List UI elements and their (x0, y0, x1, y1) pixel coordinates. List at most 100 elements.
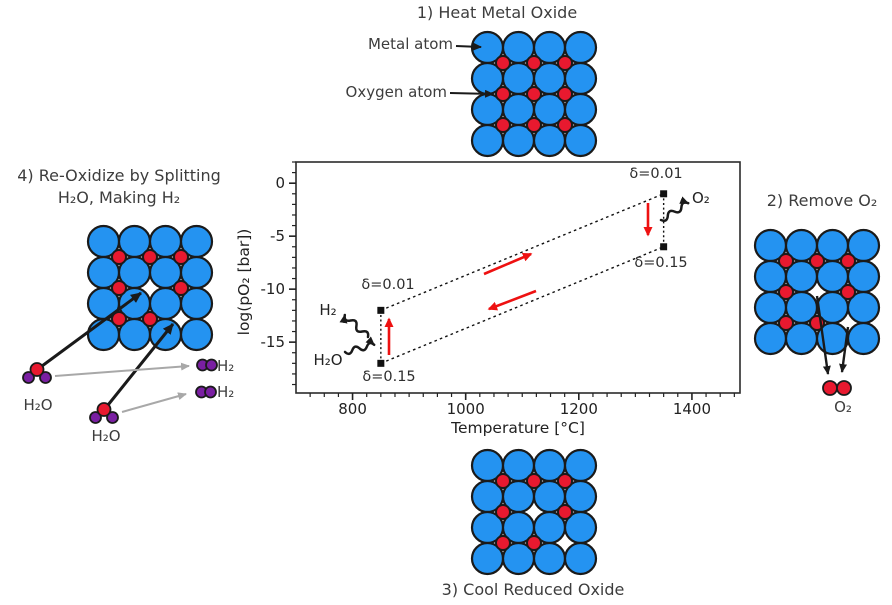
y-tick-label: -15 (261, 333, 286, 351)
cycle-edge (380, 193, 664, 311)
x-axis-label: Temperature [°C] (451, 419, 585, 437)
h2-molecule-1 (196, 358, 218, 372)
hydrogen-atom (22, 371, 35, 384)
hydrogen-atom (106, 411, 119, 424)
chart-o2-annotation: O₂ (692, 189, 710, 207)
oxygen-atom (836, 380, 852, 396)
oxygen-atom (557, 473, 573, 489)
h2-molecule-label-2: H₂ (217, 383, 235, 401)
hydrogen-atom (39, 371, 52, 384)
h2-formation-arrow-1 (54, 362, 190, 377)
y-tick-label: -5 (270, 227, 285, 245)
data-point (660, 190, 668, 198)
oxygen-atom (495, 86, 511, 102)
chart-h2-annotation: H₂ (319, 301, 337, 319)
po2-temperature-chart: 800 1000 1200 1400 0 -5 -10 -15 (261, 161, 741, 418)
oxygen-atom (111, 311, 127, 327)
molecule-layer (22, 358, 852, 424)
oxygen-atom (778, 253, 794, 269)
step4-title-line2: H₂O, Making H₂ (57, 188, 181, 207)
oxygen-atom (526, 535, 542, 551)
o2-released-label: O₂ (834, 398, 852, 416)
delta-annotation-top-right: δ=0.01 (629, 166, 683, 182)
cooling-arrow (487, 289, 537, 311)
y-axis-label: log(pO₂ [bar]) (235, 228, 253, 336)
metal-atom (563, 541, 598, 576)
o2-molecule (822, 380, 852, 396)
oxygen-atom (526, 86, 542, 102)
h2o-intake-squiggle-arrow (343, 336, 376, 356)
h2-formation-arrow-2 (121, 392, 187, 413)
y-tick-label: 0 (275, 174, 285, 192)
chart-frame (295, 161, 741, 394)
h2o-molecule-label-1: H₂O (23, 396, 53, 414)
heating-arrow (483, 252, 533, 276)
oxygen-atom (526, 473, 542, 489)
reduced-oxide-lattice-right (753, 228, 881, 356)
metal-atom (563, 123, 598, 158)
oxygen-atom (495, 55, 511, 71)
o2-removal-arrow-1 (815, 295, 831, 375)
arrow-layer (41, 42, 850, 413)
o2-release-squiggle-arrow (659, 196, 690, 222)
h2o-molecule-label-2: H₂O (91, 427, 121, 445)
step4-title-line1: 4) Re-Oxidize by Splitting (17, 166, 221, 185)
oxygen-atom (142, 249, 158, 265)
lattice-layer (86, 30, 881, 576)
oxygen-atom (29, 362, 45, 377)
oxygen-atom (173, 249, 189, 265)
chart-h2o-annotation: H₂O (313, 351, 343, 369)
data-point (377, 359, 385, 367)
reduced-oxide-lattice-left (86, 224, 214, 352)
metal-atom-pointer-arrow (455, 42, 482, 51)
h2o-molecule-2 (89, 402, 119, 424)
step1-title: 1) Heat Metal Oxide (416, 3, 578, 22)
h2-molecule-2 (195, 385, 217, 399)
y-tick-label: -10 (261, 280, 286, 298)
oxygen-atom (840, 253, 856, 269)
h2-molecule-label-1: H₂ (217, 357, 235, 375)
step2-title: 2) Remove O₂ (766, 191, 878, 210)
oxygen-atom (173, 280, 189, 296)
full-oxide-lattice-top (470, 30, 598, 158)
oxygen-atom (495, 117, 511, 133)
oxygen-atom (557, 117, 573, 133)
oxygen-atom (96, 402, 112, 417)
oxygen-atom (557, 504, 573, 520)
oxygen-atom (557, 86, 573, 102)
x-tick-label: 1000 (447, 400, 485, 418)
h2o-split-arrow-2 (106, 323, 175, 406)
oxygen-atom (778, 315, 794, 331)
oxygen-atom-label: Oxygen atom (345, 83, 447, 101)
oxygen-atom (142, 311, 158, 327)
o2-removal-arrow-2 (839, 326, 850, 373)
h2o-molecule-1 (22, 362, 52, 384)
oxygen-atom (822, 380, 838, 396)
data-point (377, 306, 385, 314)
x-tick-label: 1200 (560, 400, 598, 418)
h2-release-squiggle-arrow (339, 313, 370, 339)
oxygen-atom (778, 284, 794, 300)
hydrogen-atom (204, 385, 217, 399)
delta-annotation-left-bottom: δ=0.15 (362, 369, 416, 385)
oxygen-atom (526, 117, 542, 133)
oxygen-atom (495, 504, 511, 520)
oxygen-atom (840, 284, 856, 300)
x-tick-label: 1400 (673, 400, 711, 418)
oxygen-atom (111, 280, 127, 296)
metal-atom (179, 317, 214, 352)
x-tick-label: 800 (338, 400, 367, 418)
h2o-split-arrow-1 (41, 291, 142, 368)
oxygen-atom (111, 249, 127, 265)
oxygen-atom (809, 253, 825, 269)
oxygen-atom-pointer-arrow (449, 89, 494, 98)
reduced-oxide-lattice-bottom (470, 448, 598, 576)
step3-title: 3) Cool Reduced Oxide (441, 580, 625, 599)
cycle-edge (380, 246, 664, 364)
delta-annotation-left-top: δ=0.01 (361, 277, 415, 293)
delta-annotation-right: δ=0.15 (634, 255, 688, 271)
oxygen-atom (495, 535, 511, 551)
oxygen-atom (557, 55, 573, 71)
oxygen-atom (526, 55, 542, 71)
